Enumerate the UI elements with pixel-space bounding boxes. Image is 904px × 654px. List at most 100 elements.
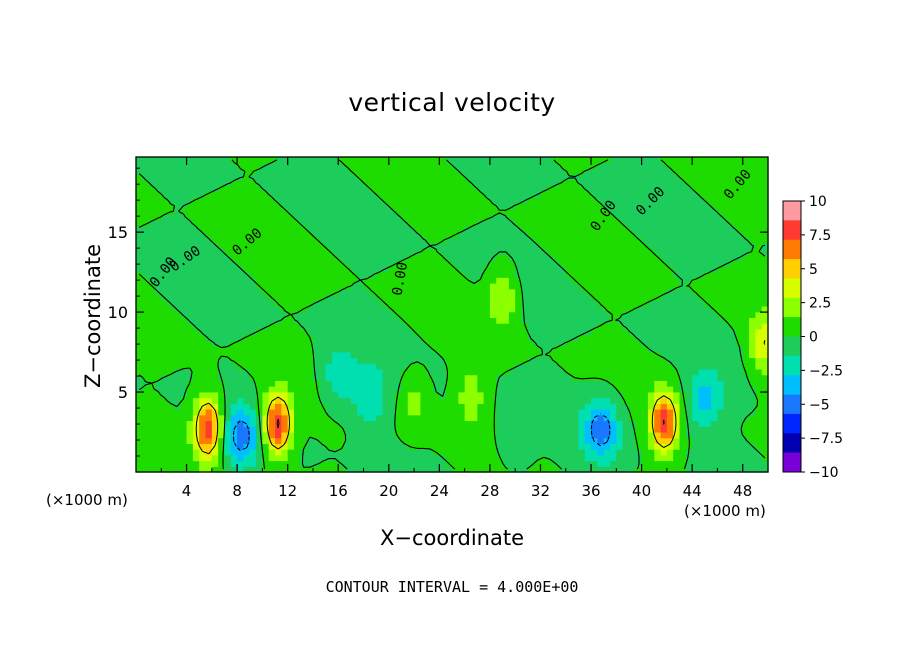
field-cell — [376, 420, 384, 427]
field-cell — [723, 197, 731, 204]
field-cell — [641, 202, 649, 210]
field-cell — [610, 460, 617, 467]
field-cell — [666, 260, 674, 267]
field-cell — [622, 300, 630, 307]
field-cell — [363, 191, 371, 198]
field-cell — [521, 265, 529, 273]
field-cell — [711, 283, 719, 290]
field-cell — [243, 431, 251, 439]
field-cell — [698, 443, 706, 450]
field-cell — [742, 403, 750, 410]
field-cell — [338, 357, 346, 364]
field-cell — [723, 214, 731, 221]
field-cell — [262, 431, 270, 439]
field-cell — [306, 460, 314, 467]
field-cell — [211, 271, 219, 278]
field-cell — [173, 191, 181, 198]
field-cell — [591, 357, 598, 364]
field-cell — [679, 368, 687, 376]
field-cell — [325, 294, 333, 301]
field-cell — [502, 357, 510, 364]
field-cell — [692, 449, 700, 456]
field-cell — [730, 208, 737, 215]
field-cell — [382, 334, 390, 341]
field-cell — [300, 328, 308, 336]
field-cell — [420, 323, 428, 330]
field-cell — [628, 328, 636, 336]
field-cell — [616, 265, 624, 273]
field-cell — [527, 208, 535, 215]
field-cell — [477, 214, 485, 221]
field-cell — [464, 351, 472, 359]
field-cell — [287, 449, 295, 456]
field-cell — [173, 248, 181, 255]
field-cell — [685, 466, 693, 473]
field-cell — [407, 311, 415, 318]
field-cell — [186, 431, 194, 439]
field-cell — [357, 328, 365, 336]
field-cell — [483, 380, 491, 387]
field-cell — [388, 231, 396, 238]
field-cell — [426, 237, 434, 244]
field-cell — [338, 225, 346, 233]
field-cell — [426, 466, 434, 473]
field-cell — [666, 449, 674, 456]
field-cell — [565, 420, 573, 427]
field-cell — [230, 403, 238, 410]
field-cell — [546, 288, 554, 296]
field-cell — [458, 460, 466, 467]
field-cell — [553, 340, 561, 347]
field-cell — [382, 237, 390, 244]
field-cell — [635, 294, 643, 301]
field-cell — [698, 340, 706, 347]
field-cell — [685, 414, 693, 422]
field-cell — [736, 214, 744, 221]
field-cell — [199, 317, 207, 324]
field-cell — [199, 363, 207, 370]
field-cell — [717, 391, 725, 399]
field-cell — [591, 380, 598, 387]
field-cell — [559, 300, 567, 307]
field-cell — [325, 346, 333, 353]
field-cell — [546, 340, 554, 347]
field-cell — [508, 466, 516, 473]
field-cell — [331, 397, 339, 404]
field-cell — [622, 443, 630, 450]
field-cell — [306, 391, 314, 399]
field-cell — [357, 214, 365, 221]
field-cell — [395, 414, 403, 422]
field-cell — [211, 323, 219, 330]
field-cell — [388, 311, 396, 318]
field-cell — [616, 237, 624, 244]
field-cell — [502, 277, 510, 284]
field-cell — [154, 466, 162, 473]
field-cell — [433, 386, 440, 393]
field-cell — [673, 460, 681, 467]
field-cell — [142, 346, 150, 353]
field-cell — [527, 277, 535, 284]
field-cell — [755, 254, 763, 261]
field-cell — [325, 305, 333, 313]
field-cell — [331, 311, 339, 318]
field-cell — [376, 431, 384, 439]
field-cell — [420, 397, 428, 404]
field-cell — [559, 420, 567, 427]
field-cell — [622, 248, 630, 255]
field-cell — [256, 288, 263, 296]
field-cell — [483, 346, 491, 353]
field-cell — [698, 197, 706, 204]
field-cell — [572, 288, 579, 296]
field-cell — [534, 391, 542, 399]
field-cell — [502, 237, 510, 244]
field-cell — [704, 437, 712, 444]
field-cell — [591, 191, 598, 198]
field-cell — [205, 191, 213, 198]
field-cell — [540, 409, 548, 416]
field-cell — [647, 437, 655, 444]
field-cell — [470, 431, 478, 439]
field-cell — [433, 283, 440, 290]
field-cell — [489, 242, 497, 250]
field-cell — [192, 334, 200, 341]
field-cell — [673, 225, 681, 233]
field-cell — [742, 363, 750, 370]
